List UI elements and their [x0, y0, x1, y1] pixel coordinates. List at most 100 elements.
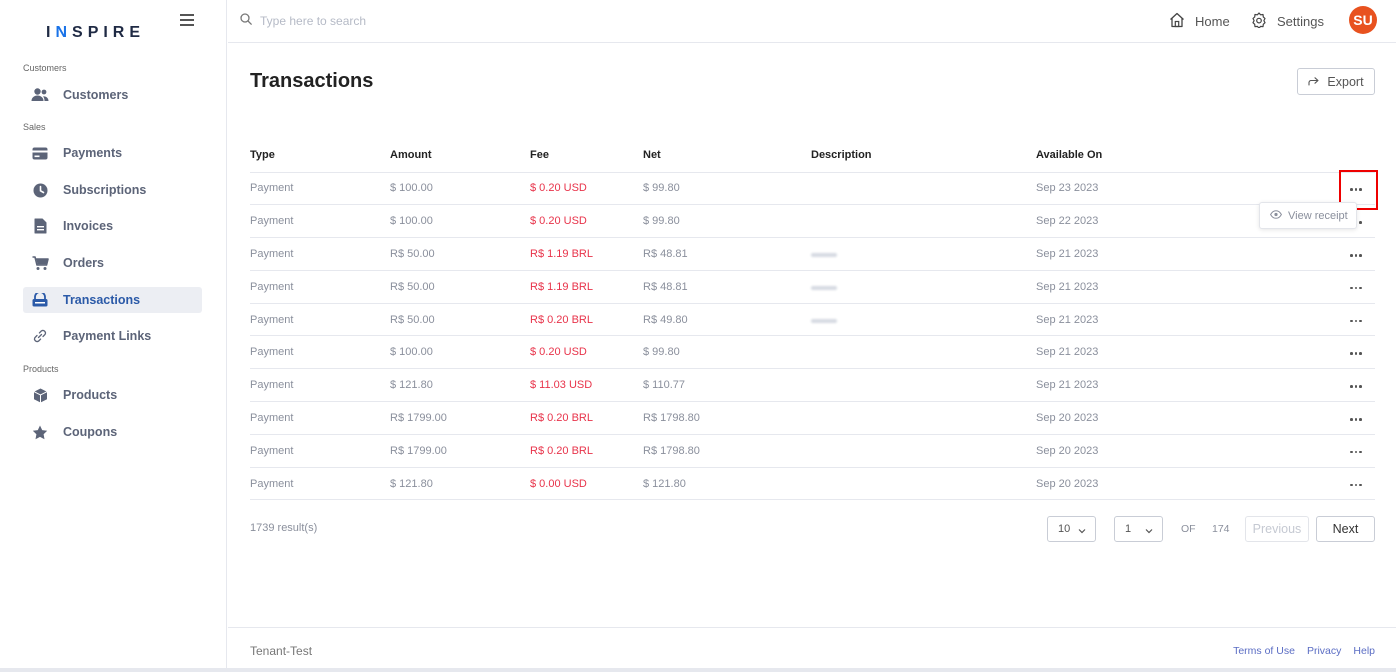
row-more-button[interactable]	[1276, 467, 1375, 501]
row-more-button[interactable]	[1276, 434, 1375, 468]
footer: Tenant-Test Terms of Use Privacy Help	[228, 627, 1396, 672]
table-row[interactable]: Payment R$ 50.00 R$ 0.20 BRL R$ 49.80 Sep 21…	[250, 303, 1375, 337]
column-header-description: Description	[811, 138, 1036, 173]
section-label-customers: Customers	[23, 63, 67, 73]
sidebar-item-subscriptions[interactable]: Subscriptions	[23, 177, 202, 203]
avatar[interactable]: SU	[1349, 6, 1377, 34]
sidebar-item-payment-links[interactable]: Payment Links	[23, 323, 202, 349]
wallet-icon	[31, 291, 49, 309]
cell-description	[811, 270, 1036, 304]
column-header-actions	[1276, 138, 1375, 173]
cell-amount: R$ 50.00	[390, 303, 530, 337]
table-row[interactable]: Payment $ 121.80 $ 0.00 USD $ 121.80 Sep 20 …	[250, 467, 1375, 501]
cell-description	[811, 237, 1036, 271]
sidebar-item-products[interactable]: Products	[23, 382, 202, 408]
menu-toggle-icon[interactable]	[180, 14, 194, 26]
chevron-down-icon	[1078, 525, 1086, 537]
page-size-select[interactable]: 10	[1047, 516, 1096, 542]
sidebar-item-coupons[interactable]: Coupons	[23, 419, 202, 445]
more-dots-icon	[1350, 253, 1362, 257]
column-header-available-on: Available On	[1036, 138, 1276, 173]
cell-amount: R$ 1799.00	[390, 434, 530, 468]
row-more-button[interactable]	[1276, 172, 1375, 206]
cell-fee: $ 11.03 USD	[530, 368, 643, 403]
cell-amount: $ 100.00	[390, 335, 530, 370]
home-link[interactable]: Home	[1169, 12, 1230, 31]
page-title: Transactions	[250, 70, 374, 92]
bottom-scrollbar	[0, 668, 1396, 672]
cell-fee: $ 0.20 USD	[530, 204, 643, 239]
section-label-products: Products	[23, 364, 59, 374]
redacted-text	[811, 318, 837, 323]
sidebar-item-payments[interactable]: Payments	[23, 140, 202, 166]
more-dots-icon	[1350, 319, 1362, 323]
search-input[interactable]	[260, 14, 560, 28]
footer-links: Terms of Use Privacy Help	[1233, 645, 1375, 657]
cell-type: Payment	[250, 204, 390, 239]
table-row[interactable]: Payment $ 121.80 $ 11.03 USD $ 110.77 Sep 21…	[250, 368, 1375, 403]
row-more-button[interactable]	[1276, 335, 1375, 370]
more-dots-icon	[1350, 385, 1362, 388]
table-row[interactable]: Payment $ 100.00 $ 0.20 USD $ 99.80 Sep 23 2…	[250, 172, 1375, 206]
cell-net: $ 110.77	[643, 368, 811, 403]
sidebar-item-customers[interactable]: Customers	[23, 82, 202, 108]
cell-available-on: Sep 21 2023	[1036, 237, 1276, 271]
cell-amount: $ 121.80	[390, 467, 530, 501]
page-number-select[interactable]: 1	[1114, 516, 1163, 542]
cell-net: R$ 48.81	[643, 237, 811, 271]
previous-button[interactable]: Previous	[1245, 516, 1309, 542]
more-dots-icon	[1350, 352, 1362, 355]
table-row[interactable]: Payment R$ 50.00 R$ 1.19 BRL R$ 48.81 Sep 21…	[250, 270, 1375, 304]
cell-amount: R$ 50.00	[390, 270, 530, 304]
tenant-name: Tenant-Test	[250, 644, 313, 658]
column-header-net: Net	[643, 138, 811, 173]
cell-amount: R$ 1799.00	[390, 401, 530, 435]
cell-available-on: Sep 21 2023	[1036, 270, 1276, 304]
cell-description	[811, 303, 1036, 337]
section-label-sales: Sales	[23, 122, 46, 132]
row-more-button[interactable]	[1276, 270, 1375, 304]
next-button[interactable]: Next	[1316, 516, 1375, 542]
clock-icon	[31, 181, 49, 199]
brand-logo[interactable]: INSPIRE	[46, 24, 146, 41]
view-receipt-menu-item[interactable]: View receipt	[1259, 202, 1357, 229]
cell-description	[811, 434, 1036, 468]
sidebar-item-transactions[interactable]: Transactions	[23, 287, 202, 313]
terms-link[interactable]: Terms of Use	[1233, 645, 1295, 657]
column-header-type: Type	[250, 138, 390, 173]
cell-description	[811, 368, 1036, 403]
topbar: Home Settings SU	[228, 0, 1396, 43]
row-more-button[interactable]	[1276, 368, 1375, 403]
table-header-row: Type Amount Fee Net Description Availabl…	[250, 138, 1375, 173]
row-more-button[interactable]	[1276, 237, 1375, 271]
cart-icon	[31, 254, 49, 272]
table-row[interactable]: Payment R$ 1799.00 R$ 0.20 BRL R$ 1798.80 Se…	[250, 434, 1375, 468]
more-dots-icon	[1350, 188, 1362, 191]
table-row[interactable]: Payment $ 100.00 $ 0.20 USD $ 99.80 Sep 21 2…	[250, 335, 1375, 370]
cell-fee: R$ 0.20 BRL	[530, 401, 643, 435]
cell-type: Payment	[250, 237, 390, 271]
cell-type: Payment	[250, 368, 390, 403]
cell-type: Payment	[250, 270, 390, 304]
more-dots-icon	[1350, 286, 1362, 290]
link-icon	[31, 327, 49, 345]
help-link[interactable]: Help	[1353, 645, 1375, 657]
export-button[interactable]: Export	[1297, 68, 1375, 95]
table-row[interactable]: Payment R$ 1799.00 R$ 0.20 BRL R$ 1798.80 Se…	[250, 401, 1375, 435]
share-arrow-icon	[1308, 75, 1319, 89]
cell-fee: R$ 1.19 BRL	[530, 237, 643, 271]
table-row[interactable]: Payment R$ 50.00 R$ 1.19 BRL R$ 48.81 Sep 21…	[250, 237, 1375, 271]
cell-net: R$ 49.80	[643, 303, 811, 337]
cell-type: Payment	[250, 401, 390, 435]
row-more-button[interactable]	[1276, 303, 1375, 337]
privacy-link[interactable]: Privacy	[1306, 645, 1342, 657]
cell-available-on: Sep 20 2023	[1036, 401, 1276, 435]
cell-available-on: Sep 21 2023	[1036, 335, 1276, 370]
table-row[interactable]: Payment $ 100.00 $ 0.20 USD $ 99.80 Sep 22 2…	[250, 204, 1375, 239]
cell-fee: R$ 0.20 BRL	[530, 303, 643, 337]
row-more-button[interactable]	[1276, 401, 1375, 435]
sidebar: INSPIRE Customers Customers Sales Paymen…	[0, 0, 227, 672]
sidebar-item-invoices[interactable]: Invoices	[23, 213, 202, 239]
sidebar-item-orders[interactable]: Orders	[23, 250, 202, 276]
settings-link[interactable]: Settings	[1251, 12, 1324, 31]
